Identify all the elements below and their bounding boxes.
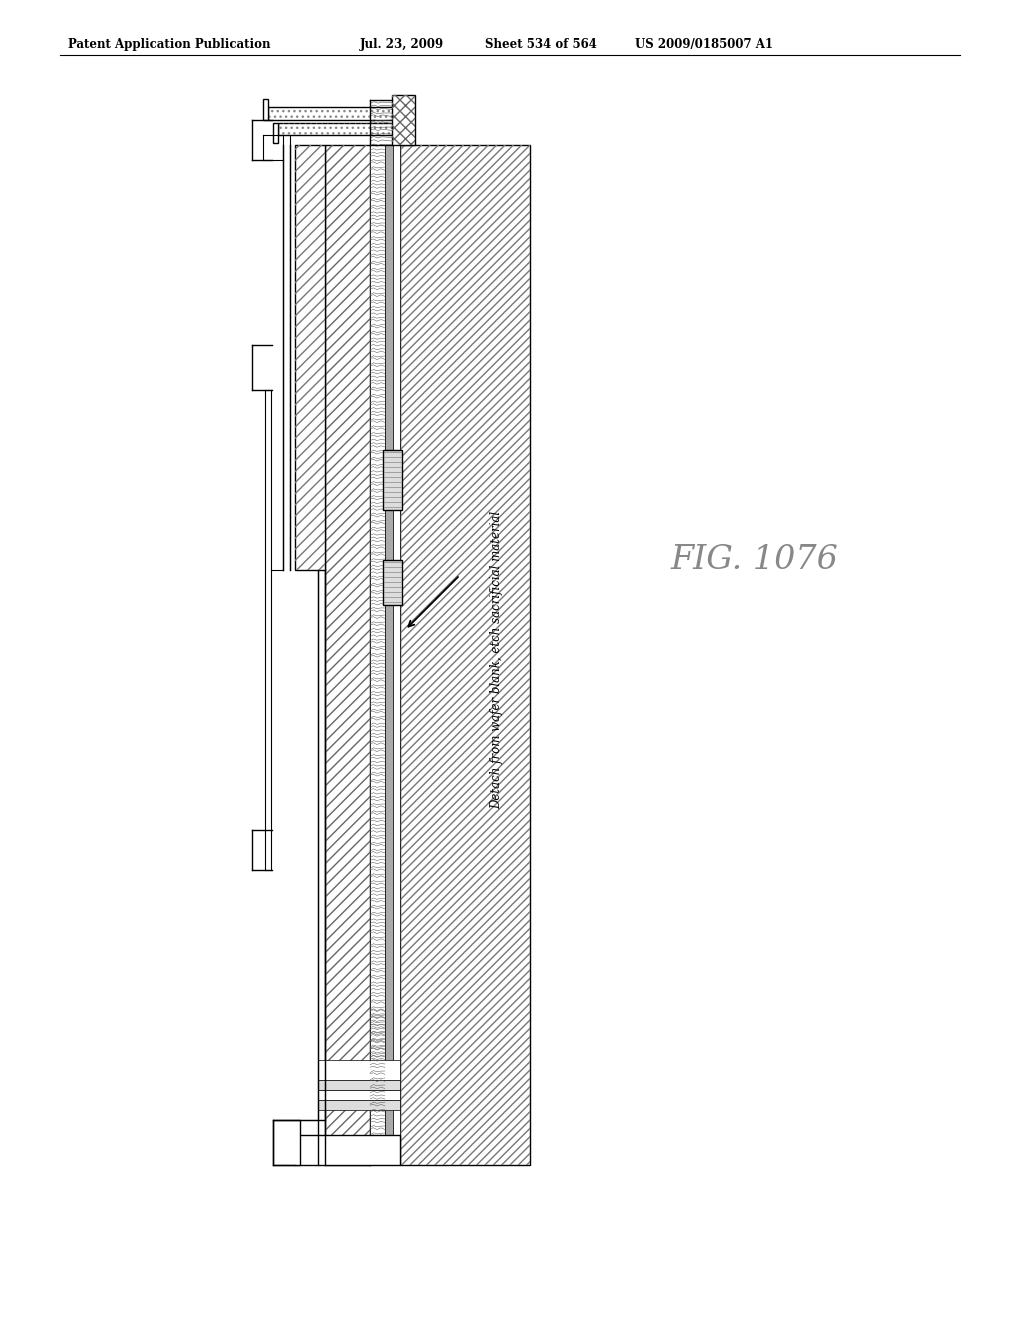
Bar	[383, 450, 402, 510]
Bar	[385, 145, 393, 1166]
Bar	[278, 123, 395, 135]
Bar	[370, 145, 385, 1166]
Text: Patent Application Publication: Patent Application Publication	[68, 38, 270, 51]
Bar	[318, 1090, 400, 1100]
Text: FIG. 1076: FIG. 1076	[670, 544, 838, 576]
Bar	[268, 107, 395, 120]
Bar	[318, 1080, 400, 1090]
Bar	[325, 145, 370, 1166]
Bar	[393, 145, 400, 1166]
Bar	[400, 145, 530, 1166]
Bar	[400, 145, 530, 1166]
Bar	[273, 123, 278, 143]
Bar	[268, 107, 395, 120]
Bar	[295, 145, 325, 570]
Bar	[278, 123, 395, 135]
Bar	[392, 95, 415, 145]
Bar	[392, 95, 415, 145]
Bar	[325, 145, 370, 1166]
Text: Detach from wafer blank, etch sacrificial material: Detach from wafer blank, etch sacrificia…	[490, 511, 503, 809]
Bar	[295, 145, 325, 570]
Bar	[295, 1135, 400, 1166]
Bar	[318, 1100, 400, 1110]
Bar	[383, 560, 402, 605]
Bar	[263, 99, 268, 120]
Text: Sheet 534 of 564: Sheet 534 of 564	[485, 38, 597, 51]
Bar	[273, 1119, 300, 1166]
Bar	[318, 1060, 400, 1080]
Text: US 2009/0185007 A1: US 2009/0185007 A1	[635, 38, 773, 51]
Text: Jul. 23, 2009: Jul. 23, 2009	[360, 38, 444, 51]
